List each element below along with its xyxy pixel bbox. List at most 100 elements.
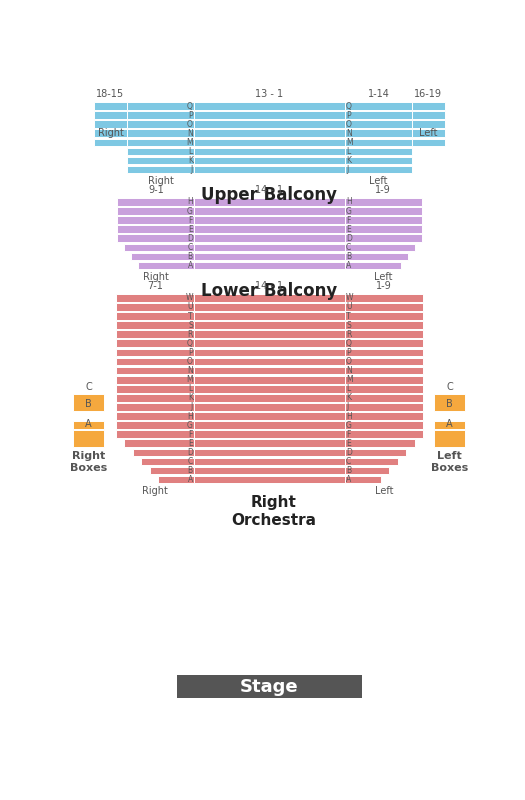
Text: K: K: [188, 156, 193, 165]
FancyBboxPatch shape: [344, 394, 423, 402]
FancyBboxPatch shape: [412, 138, 445, 146]
FancyBboxPatch shape: [73, 422, 104, 429]
Text: G: G: [187, 421, 193, 430]
Text: N: N: [346, 366, 352, 375]
FancyBboxPatch shape: [116, 322, 194, 329]
FancyBboxPatch shape: [194, 403, 344, 410]
FancyBboxPatch shape: [124, 439, 194, 447]
FancyBboxPatch shape: [73, 394, 104, 410]
Text: B: B: [346, 466, 351, 475]
FancyBboxPatch shape: [194, 147, 344, 155]
FancyBboxPatch shape: [116, 385, 194, 393]
FancyBboxPatch shape: [94, 120, 127, 128]
FancyBboxPatch shape: [116, 394, 194, 402]
FancyBboxPatch shape: [116, 330, 194, 338]
Text: P: P: [346, 110, 351, 119]
Text: 13 - 1: 13 - 1: [255, 89, 284, 99]
FancyBboxPatch shape: [194, 458, 344, 466]
FancyBboxPatch shape: [116, 412, 194, 420]
FancyBboxPatch shape: [344, 385, 423, 393]
Text: Left
Boxes: Left Boxes: [431, 451, 468, 473]
Text: J: J: [346, 402, 348, 411]
FancyBboxPatch shape: [94, 102, 127, 110]
FancyBboxPatch shape: [194, 216, 344, 224]
FancyBboxPatch shape: [116, 403, 194, 410]
FancyBboxPatch shape: [194, 412, 344, 420]
FancyBboxPatch shape: [194, 294, 344, 302]
FancyBboxPatch shape: [194, 243, 344, 251]
FancyBboxPatch shape: [344, 120, 412, 128]
Text: W: W: [346, 294, 353, 302]
Text: Lower Balcony: Lower Balcony: [201, 282, 338, 300]
FancyBboxPatch shape: [118, 226, 194, 233]
FancyBboxPatch shape: [194, 358, 344, 366]
Text: Left: Left: [374, 272, 392, 282]
Text: R: R: [187, 330, 193, 338]
FancyBboxPatch shape: [194, 111, 344, 119]
FancyBboxPatch shape: [412, 130, 445, 137]
FancyBboxPatch shape: [194, 207, 344, 215]
FancyBboxPatch shape: [131, 253, 194, 260]
Text: B: B: [446, 399, 453, 409]
Text: H: H: [346, 198, 352, 206]
FancyBboxPatch shape: [194, 138, 344, 146]
Text: E: E: [188, 225, 193, 234]
Text: Right
Boxes: Right Boxes: [70, 451, 107, 473]
FancyBboxPatch shape: [127, 166, 194, 174]
Text: D: D: [346, 448, 352, 457]
FancyBboxPatch shape: [94, 130, 127, 137]
FancyBboxPatch shape: [73, 432, 104, 440]
FancyBboxPatch shape: [344, 366, 423, 374]
FancyBboxPatch shape: [116, 312, 194, 320]
FancyBboxPatch shape: [344, 166, 412, 174]
Text: E: E: [346, 438, 351, 448]
FancyBboxPatch shape: [344, 226, 422, 233]
FancyBboxPatch shape: [127, 147, 194, 155]
Text: K: K: [188, 394, 193, 402]
FancyBboxPatch shape: [116, 358, 194, 366]
FancyBboxPatch shape: [194, 198, 344, 206]
FancyBboxPatch shape: [344, 243, 415, 251]
FancyBboxPatch shape: [344, 253, 408, 260]
Text: B: B: [346, 252, 351, 261]
Text: T: T: [346, 311, 351, 321]
FancyBboxPatch shape: [194, 120, 344, 128]
FancyBboxPatch shape: [344, 111, 412, 119]
FancyBboxPatch shape: [344, 458, 397, 466]
Text: H: H: [346, 411, 352, 421]
FancyBboxPatch shape: [434, 422, 465, 429]
FancyBboxPatch shape: [158, 476, 194, 483]
FancyBboxPatch shape: [344, 147, 412, 155]
Text: D: D: [187, 234, 193, 242]
Text: N: N: [187, 366, 193, 375]
Text: S: S: [188, 321, 193, 330]
Text: C: C: [187, 457, 193, 466]
FancyBboxPatch shape: [344, 358, 423, 366]
Text: Left: Left: [419, 127, 438, 138]
Text: Right: Right: [98, 127, 123, 138]
FancyBboxPatch shape: [344, 376, 423, 383]
FancyBboxPatch shape: [194, 166, 344, 174]
Text: J: J: [191, 165, 193, 174]
Text: L: L: [188, 384, 193, 394]
Text: B: B: [188, 252, 193, 261]
FancyBboxPatch shape: [194, 422, 344, 429]
Text: Left: Left: [369, 176, 387, 186]
FancyBboxPatch shape: [133, 449, 194, 456]
FancyBboxPatch shape: [344, 157, 412, 164]
Text: 1-14: 1-14: [368, 89, 390, 99]
FancyBboxPatch shape: [344, 412, 423, 420]
FancyBboxPatch shape: [344, 403, 423, 410]
FancyBboxPatch shape: [194, 466, 344, 474]
FancyBboxPatch shape: [412, 102, 445, 110]
FancyBboxPatch shape: [194, 102, 344, 110]
Text: Right: Right: [148, 176, 173, 186]
Text: Left: Left: [374, 486, 393, 496]
Text: L: L: [346, 384, 350, 394]
FancyBboxPatch shape: [94, 138, 127, 146]
FancyBboxPatch shape: [434, 432, 465, 440]
FancyBboxPatch shape: [344, 138, 412, 146]
Text: E: E: [346, 225, 351, 234]
FancyBboxPatch shape: [344, 234, 422, 242]
FancyBboxPatch shape: [116, 376, 194, 383]
